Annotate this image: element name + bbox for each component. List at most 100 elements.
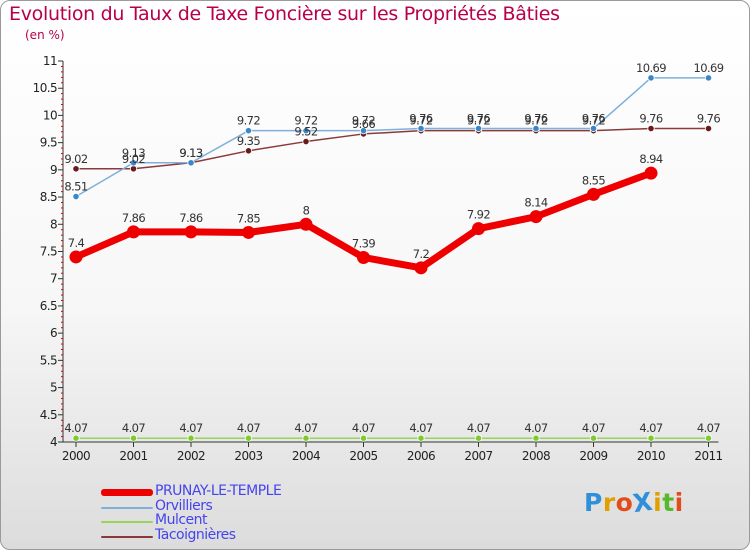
chart-title: Evolution du Taux de Taxe Foncière sur l… [9, 3, 560, 25]
legend-label-orvilliers: Orvilliers [155, 497, 213, 514]
data-point-mulcent [72, 434, 80, 442]
legend-item-orvilliers: Orvilliers [101, 497, 361, 516]
data-label-tacoignieres: 9.13 [179, 146, 202, 160]
data-label-tacoignieres: 9.52 [294, 125, 317, 139]
data-label-orvilliers: 9.72 [237, 114, 260, 128]
data-label-prunay-le-temple: 7.4 [68, 236, 85, 250]
logo-letter: i [653, 488, 663, 517]
data-label-prunay-le-temple: 8.94 [639, 152, 662, 166]
data-label-mulcent: 4.07 [697, 421, 720, 435]
y-tick-label: 4.5 [40, 408, 57, 422]
data-label-mulcent: 4.07 [467, 421, 490, 435]
legend: PRUNAY-LE-TEMPLE Orvilliers Mulcent Taco… [101, 483, 361, 545]
data-point-mulcent [187, 434, 195, 442]
y-tick-label: 7 [50, 272, 57, 286]
data-point-orvilliers [244, 127, 253, 135]
data-label-orvilliers: 9.76 [409, 111, 432, 125]
legend-label-mulcent: Mulcent [155, 512, 208, 528]
data-point-orvilliers [647, 74, 655, 82]
y-tick-label: 9 [50, 163, 57, 177]
data-label-tacoignieres: 9.35 [237, 134, 260, 148]
data-label-mulcent: 4.07 [237, 421, 260, 435]
data-point-prunay-le-temple [472, 222, 485, 236]
data-label-orvilliers: 9.76 [467, 111, 490, 125]
proxiti-logo: ProXiti [584, 486, 684, 519]
data-label-tacoignieres: 9.76 [639, 111, 662, 125]
data-point-orvilliers [302, 127, 310, 135]
data-point-prunay-le-temple [357, 250, 370, 264]
data-point-prunay-le-temple [127, 225, 140, 239]
data-label-mulcent: 4.07 [524, 421, 547, 435]
data-label-prunay-le-temple: 7.2 [413, 247, 430, 261]
y-tick-label: 7.5 [40, 245, 57, 259]
series-line-orvilliers [75, 77, 710, 198]
data-point-tacoignieres [129, 165, 138, 173]
data-label-orvilliers: 9.13 [179, 146, 202, 160]
data-point-prunay-le-temple [69, 250, 83, 264]
logo-letter: i [674, 488, 684, 517]
x-tick-label: 2001 [119, 449, 147, 463]
x-tick-label: 2008 [522, 449, 550, 463]
data-point-orvilliers [72, 192, 80, 201]
data-point-prunay-le-temple [184, 225, 198, 239]
data-point-mulcent [129, 434, 138, 442]
data-point-orvilliers [474, 124, 483, 133]
data-point-mulcent [589, 434, 598, 442]
data-label-mulcent: 4.07 [639, 421, 662, 435]
y-tick-label: 9.5 [40, 136, 57, 150]
legend-label-tacoignieres: Tacoignières [155, 526, 236, 543]
logo-letter: r [602, 488, 616, 517]
data-point-mulcent [532, 434, 540, 442]
data-point-orvilliers [129, 159, 138, 167]
data-point-orvilliers [704, 74, 713, 82]
data-label-prunay-le-temple: 8.55 [582, 173, 605, 187]
data-label-prunay-le-temple: 7.86 [122, 211, 145, 225]
data-label-orvilliers: 10.69 [694, 61, 724, 75]
unit-label: (en %) [25, 28, 65, 42]
data-label-prunay-le-temple: 7.39 [352, 236, 375, 250]
legend-item-tacoignieres: Tacoignières [101, 526, 361, 545]
data-point-mulcent [359, 434, 368, 442]
legend-item-mulcent: Mulcent [101, 512, 361, 530]
data-point-prunay-le-temple [299, 217, 313, 231]
data-label-mulcent: 4.07 [294, 421, 317, 435]
data-label-prunay-le-temple: 7.85 [237, 211, 260, 225]
data-label-mulcent: 4.07 [409, 421, 432, 435]
data-label-orvilliers: 9.13 [122, 146, 145, 160]
y-tick-label: 4 [50, 435, 57, 449]
logo-letter: t [662, 488, 675, 517]
data-point-prunay-le-temple [587, 187, 600, 201]
legend-swatch-mulcent [101, 521, 153, 523]
data-point-mulcent [704, 434, 713, 442]
data-point-orvilliers [417, 124, 425, 133]
data-label-tacoignieres: 9.76 [697, 111, 720, 125]
data-label-prunay-le-temple: 7.92 [467, 208, 490, 222]
logo-letter: o [615, 488, 634, 517]
y-tick-label: 11 [43, 54, 57, 68]
data-point-tacoignieres [647, 124, 655, 133]
data-label-orvilliers: 9.76 [524, 111, 547, 125]
legend-label-prunay: PRUNAY-LE-TEMPLE [155, 483, 282, 499]
data-point-orvilliers [532, 124, 540, 133]
logo-letter: X [631, 486, 656, 519]
data-label-tacoignieres: 9.66 [352, 117, 375, 131]
legend-item-prunay: PRUNAY-LE-TEMPLE [101, 483, 361, 501]
x-tick-label: 2007 [464, 449, 492, 463]
data-label-tacoignieres: 9.72 [524, 114, 547, 128]
axes: 4 4.5 5 5.5 6 6.5 7 7.5 8 8.5 9 9.5 10 10.5 11 2000 2001… [33, 54, 723, 463]
data-point-mulcent [417, 434, 425, 442]
data-point-tacoignieres [302, 137, 310, 146]
data-label-prunay-le-temple: 8 [303, 203, 310, 217]
x-tick-label: 2011 [694, 449, 722, 463]
data-label-orvilliers: 9.72 [294, 114, 317, 128]
data-label-tacoignieres: 9.02 [122, 152, 145, 166]
y-tick-label: 5.5 [40, 353, 57, 367]
series-line-tacoignieres [75, 127, 710, 170]
y-tick-label: 10.5 [33, 81, 57, 95]
y-tick-label: 6 [50, 326, 57, 340]
data-label-tacoignieres: 9.72 [582, 114, 605, 128]
x-tick-label: 2003 [234, 449, 262, 463]
data-point-tacoignieres [244, 147, 253, 155]
